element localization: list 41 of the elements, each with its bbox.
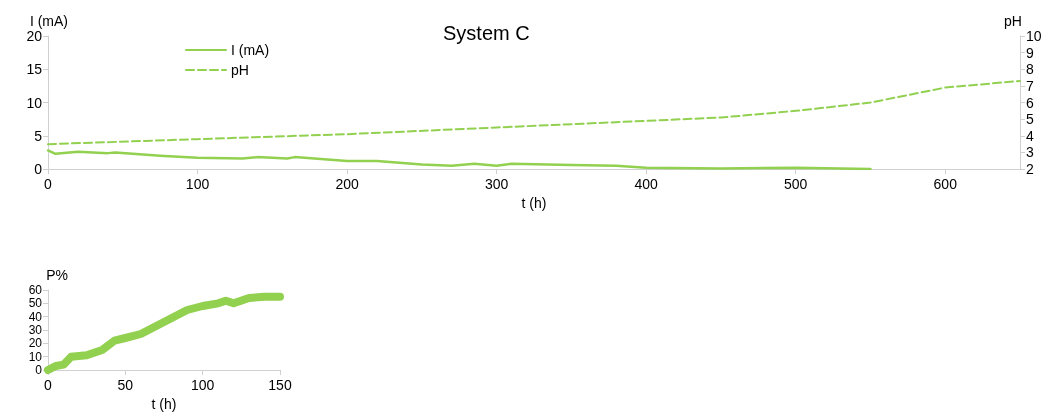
y2-tick-label: 7 (1026, 77, 1034, 94)
x-tick-label: 50 (117, 377, 134, 393)
y2-axis-title: pH (1004, 13, 1022, 29)
y-tick-label: 5 (34, 127, 43, 144)
x-tick-label: 400 (634, 176, 659, 193)
y-tick-label: 10 (26, 94, 43, 111)
y2-tick-label: 6 (1026, 94, 1034, 111)
y2-tick-label: 9 (1026, 44, 1034, 61)
x-tick-label: 500 (784, 176, 808, 193)
y-axis-title: P% (46, 267, 68, 283)
x-tick-label: 600 (933, 176, 958, 193)
y-tick-label: 15 (26, 61, 43, 78)
y-tick-label: 40 (28, 309, 43, 324)
x-axis-title: t (h) (521, 195, 547, 211)
y2-tick-label: 10 (1026, 28, 1042, 44)
x-tick-label: 150 (268, 377, 292, 393)
y2-tick-label: 8 (1026, 61, 1034, 78)
y2-tick-label: 3 (1026, 144, 1034, 161)
x-tick-label: 100 (185, 176, 210, 193)
chart-title: System C (443, 22, 530, 44)
y-tick-label: 20 (28, 336, 43, 351)
y-tick-label: 30 (28, 323, 43, 337)
y2-tick-label: 5 (1026, 111, 1034, 128)
x-tick-label: 0 (44, 377, 53, 393)
y-tick-label: 20 (26, 28, 43, 44)
y-tick-label: 60 (28, 283, 43, 297)
y-tick-label: 50 (28, 296, 43, 311)
legend-label: I (mA) (231, 42, 270, 58)
x-tick-label: 300 (484, 176, 509, 193)
y-tick-label: 10 (28, 349, 43, 364)
legend-label: pH (231, 62, 249, 78)
y-axis-title: I (mA) (29, 13, 68, 29)
y2-tick-label: 4 (1026, 127, 1034, 144)
line-series (47, 79, 1021, 146)
x-tick-label: 100 (190, 377, 215, 393)
x-axis-title: t (h) (151, 395, 177, 412)
x-tick-label: 200 (335, 176, 359, 193)
line-series (46, 149, 872, 171)
y-tick-label: 0 (35, 363, 43, 377)
y2-tick-label: 2 (1026, 161, 1034, 178)
y-tick-label: 0 (34, 161, 43, 178)
